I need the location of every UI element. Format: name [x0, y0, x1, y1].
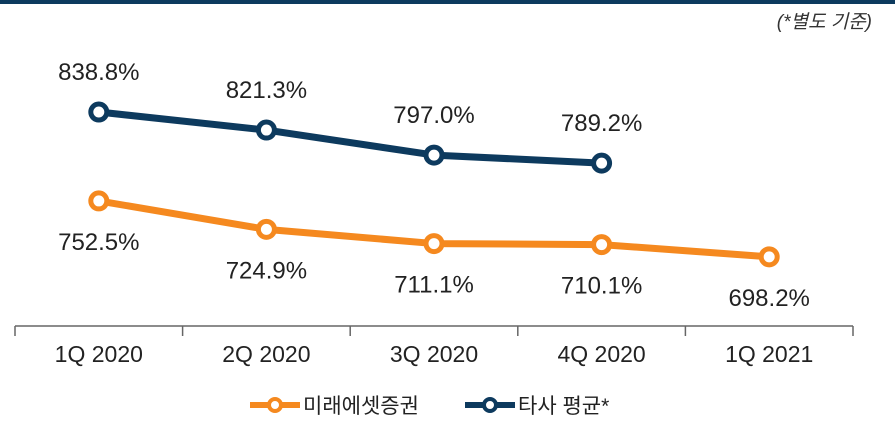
series-line: [98, 108, 602, 167]
data-point: [423, 144, 445, 166]
x-tick-label: 4Q 2020: [557, 341, 645, 367]
data-label: 724.9%: [226, 257, 307, 284]
data-label: 797.0%: [393, 102, 474, 129]
data-point: [255, 218, 277, 240]
x-tick-label: 3Q 2020: [390, 341, 478, 367]
data-label: 698.2%: [728, 285, 809, 312]
data-label: 711.1%: [394, 272, 474, 299]
data-label: 838.8%: [58, 59, 139, 86]
legend-marker: [482, 397, 498, 413]
legend-marker: [267, 397, 283, 413]
data-point: [423, 233, 445, 255]
data-label: 752.5%: [58, 229, 139, 256]
top-border: [0, 0, 895, 4]
data-label: 710.1%: [561, 273, 642, 300]
data-point: [88, 101, 110, 123]
x-tick-label: 1Q 2021: [725, 341, 813, 367]
legend-label: 미래에셋증권: [303, 395, 419, 418]
data-label: 789.2%: [561, 110, 642, 137]
x-tick-label: 1Q 2020: [55, 341, 143, 367]
data-point: [758, 246, 780, 268]
data-label: 821.3%: [226, 77, 307, 104]
data-point: [591, 234, 613, 256]
annotation: (*별도 기준): [777, 12, 872, 33]
data-point: [591, 152, 613, 174]
data-point: [255, 119, 277, 141]
legend-label: 타사 평균*: [518, 395, 609, 418]
x-tick-label: 2Q 2020: [222, 341, 310, 367]
data-point: [88, 190, 110, 212]
